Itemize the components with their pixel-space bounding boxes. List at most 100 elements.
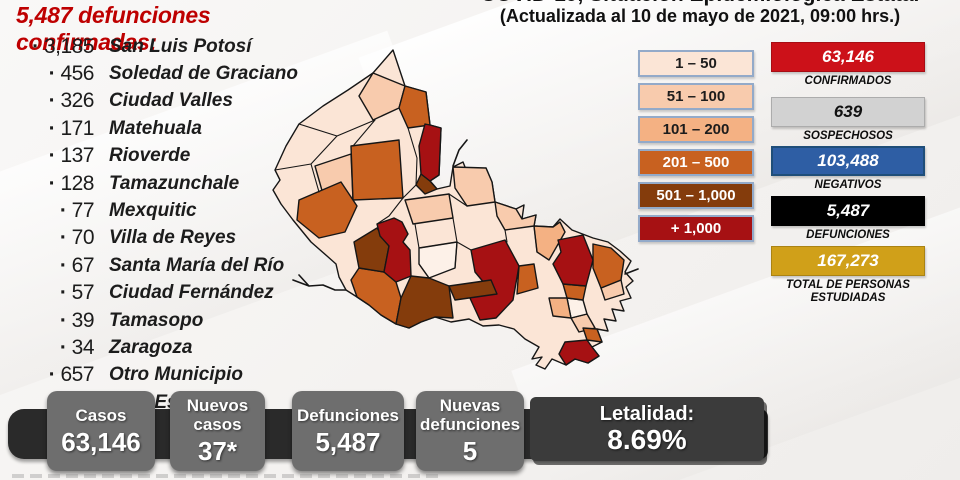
municipality-name: Ciudad Fernández — [109, 282, 274, 304]
municipality-name: Mexquitic — [109, 200, 197, 222]
stat-sospechosos: 639 SOSPECHOSOS — [771, 97, 925, 143]
stat-label: SOSPECHOSOS — [803, 130, 893, 142]
list-item: 326 Ciudad Valles — [8, 88, 298, 115]
summary-card-defunciones: Defunciones 5,487 — [292, 391, 404, 471]
map-region — [398, 85, 431, 129]
map-region — [296, 181, 358, 239]
list-item: 67 Santa María del Río — [8, 252, 298, 279]
death-count: 70 — [8, 226, 95, 250]
legend-item: 101 – 200 — [638, 116, 754, 143]
map-region — [494, 201, 537, 231]
list-item: 3,185 San Luis Potosí — [8, 33, 298, 60]
stat-negativos: 103,488 NEGATIVOS — [771, 146, 925, 192]
death-count: 3,185 — [8, 35, 95, 59]
lethality-badge: Letalidad: 8.69% — [530, 397, 764, 461]
map-region — [404, 193, 454, 225]
death-count: 326 — [8, 89, 94, 113]
choropleth-legend: 1 – 50 51 – 100 101 – 200 201 – 500 501 … — [638, 50, 754, 248]
municipality-name: Soledad de Graciano — [109, 63, 298, 85]
card-label: Defunciones — [296, 405, 400, 425]
map-region — [548, 297, 572, 319]
lethality-value: 8.69% — [607, 424, 687, 455]
summary-card-nuevas-defunciones: Nuevas defunciones 5 — [416, 391, 524, 471]
list-item: 128 Tamazunchale — [8, 170, 298, 197]
municipality-name: Rioverde — [109, 145, 191, 167]
death-count: 171 — [8, 117, 94, 141]
municipality-name: Ciudad Valles — [109, 90, 233, 112]
list-item: 456 Soledad de Graciano — [8, 60, 298, 87]
summary-card-nuevos-casos: Nuevos casos 37* — [170, 391, 265, 471]
header-updated-timestamp: (Actualizada al 10 de mayo de 2021, 09:0… — [499, 6, 901, 26]
municipality-name: Tamazunchale — [109, 172, 240, 194]
card-value: 5 — [462, 436, 478, 466]
legend-item: + 1,000 — [638, 215, 754, 242]
death-count: 137 — [8, 144, 94, 168]
death-count: 57 — [8, 281, 95, 305]
list-item: 57 Ciudad Fernández — [8, 280, 298, 307]
list-item: 34 Zaragoza — [8, 334, 298, 361]
stat-label: NEGATIVOS — [814, 179, 882, 191]
map-region — [592, 243, 625, 289]
stat-value: 63,146 — [771, 42, 925, 72]
municipality-name: Tamasopo — [109, 309, 204, 331]
municipality-name: Matehuala — [109, 117, 202, 139]
stat-label: TOTAL DE PERSONAS ESTUDIADAS — [786, 279, 910, 304]
municipality-name: Santa María del Río — [109, 254, 285, 276]
deaths-by-municipality-list: 3,185 San Luis Potosí 456 Soledad de Graci… — [8, 33, 298, 416]
legend-item: 501 – 1,000 — [638, 182, 754, 209]
map-region — [448, 279, 498, 301]
municipality-name: Otro Municipio — [109, 364, 244, 386]
stat-value: 167,273 — [771, 246, 925, 276]
map-region — [358, 72, 406, 121]
death-count: 128 — [8, 172, 94, 196]
death-count: 34 — [8, 336, 95, 360]
card-value: 63,146 — [61, 426, 141, 457]
list-item: 171 Matehuala — [8, 115, 298, 142]
summary-card-casos: Casos 63,146 — [47, 391, 155, 471]
card-label: Nuevos casos — [186, 396, 249, 434]
map-internal-borders — [274, 119, 538, 279]
lethality-label: Letalidad: — [599, 403, 695, 425]
header-title: COVID-19, Situación Epidemiológica Estat… — [470, 0, 930, 5]
death-count: 77 — [8, 199, 95, 223]
stat-value: 639 — [771, 97, 925, 127]
map-region — [468, 239, 520, 321]
card-label: Nuevas defunciones — [419, 396, 521, 434]
list-item: 137 Rioverde — [8, 143, 298, 170]
card-value: 5,487 — [315, 426, 381, 457]
map-region — [516, 263, 539, 295]
footnote-sliver — [12, 474, 442, 478]
death-count: 657 — [8, 363, 94, 387]
map-boundary-lines — [292, 139, 639, 291]
stat-defunciones: 5,487 DEFUNCIONES — [771, 196, 925, 242]
map-region — [376, 217, 412, 283]
legend-item: 1 – 50 — [638, 50, 754, 77]
municipality-name: Zaragoza — [109, 336, 193, 358]
list-item: 39 Tamasopo — [8, 307, 298, 334]
stat-total-estudiadas: 167,273 TOTAL DE PERSONAS ESTUDIADAS — [771, 246, 925, 305]
stat-value: 5,487 — [771, 196, 925, 226]
legend-item: 201 – 500 — [638, 149, 754, 176]
map-region — [552, 234, 594, 287]
list-item: 77 Mexquitic — [8, 197, 298, 224]
stat-label: CONFIRMADOS — [804, 75, 892, 87]
map-region — [350, 139, 404, 201]
choropleth-map — [272, 49, 639, 370]
death-count: 456 — [8, 62, 94, 86]
card-value: 37* — [197, 436, 238, 466]
card-label: Casos — [75, 405, 127, 425]
map-region — [395, 275, 454, 329]
map-region — [418, 123, 442, 182]
list-item: 657 Otro Municipio — [8, 362, 298, 389]
list-item: 70 Villa de Reyes — [8, 225, 298, 252]
municipality-name: San Luis Potosí — [109, 35, 252, 57]
header: COVID-19, Situación Epidemiológica Estat… — [470, 0, 930, 27]
stat-confirmados: 63,146 CONFIRMADOS — [771, 42, 925, 88]
stat-value: 103,488 — [771, 146, 925, 176]
map-region — [582, 327, 603, 343]
stat-label: DEFUNCIONES — [806, 229, 890, 241]
death-count: 67 — [8, 254, 95, 278]
map-region — [558, 339, 600, 366]
death-count: 39 — [8, 309, 95, 333]
